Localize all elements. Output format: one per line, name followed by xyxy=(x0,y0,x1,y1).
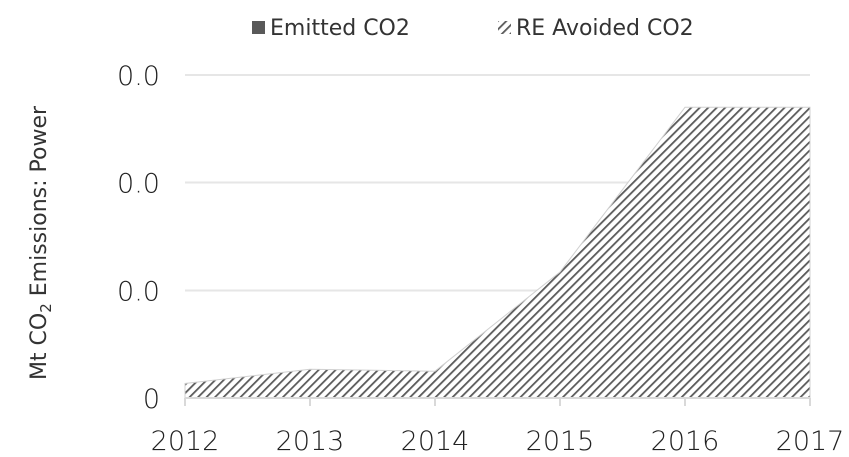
x-tick-label: 2017 xyxy=(776,426,845,457)
legend-swatch-avoided xyxy=(498,21,511,34)
legend-item-emitted: Emitted CO2 xyxy=(252,16,410,41)
y-tick-labels: 0 0.0 0.0 0.0 xyxy=(117,61,160,415)
y-axis-title-main: Mt CO xyxy=(27,313,52,380)
x-tick-label: 2015 xyxy=(526,426,595,457)
x-tick-marks xyxy=(184,398,811,406)
plot-areas xyxy=(184,106,811,399)
x-tick-label: 2016 xyxy=(651,426,720,457)
x-tick-label: 2014 xyxy=(401,426,470,457)
y-tick-label: 0.0 xyxy=(117,61,160,92)
legend: Emitted CO2 RE Avoided CO2 xyxy=(252,16,694,41)
legend-label-avoided: RE Avoided CO2 xyxy=(516,16,694,41)
x-tick-labels: 2012 2013 2014 2015 2016 2017 xyxy=(151,426,845,457)
y-tick-label: 0.0 xyxy=(117,276,160,307)
y-axis-title: Mt CO2 Emissions: Power xyxy=(27,105,55,380)
x-tick-label: 2012 xyxy=(151,426,220,457)
x-tick-label: 2013 xyxy=(276,426,345,457)
legend-item-avoided: RE Avoided CO2 xyxy=(498,16,694,41)
y-tick-label: 0 xyxy=(143,384,160,415)
area-series-avoided xyxy=(184,106,811,399)
legend-label-emitted: Emitted CO2 xyxy=(270,16,410,41)
y-axis-title-subscript: 2 xyxy=(37,303,55,313)
legend-swatch-emitted xyxy=(252,21,265,34)
y-tick-label: 0.0 xyxy=(117,169,160,200)
y-axis-title-rest: Emissions: Power xyxy=(27,105,52,303)
